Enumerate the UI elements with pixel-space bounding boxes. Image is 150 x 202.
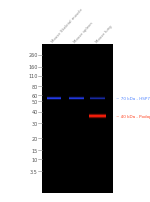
Text: 60: 60 <box>31 93 38 98</box>
Text: ~ 70 kDa - HSP70: ~ 70 kDa - HSP70 <box>116 97 150 101</box>
Text: 260: 260 <box>28 53 38 58</box>
Text: 110: 110 <box>28 74 38 79</box>
Text: 3.5: 3.5 <box>30 169 38 174</box>
Text: 40: 40 <box>31 109 38 115</box>
Bar <box>89 119 106 120</box>
Text: 80: 80 <box>31 84 38 89</box>
Text: Mouse Skeletal muscle: Mouse Skeletal muscle <box>51 8 84 43</box>
Bar <box>42 44 112 193</box>
Text: 10: 10 <box>31 157 38 162</box>
Bar <box>89 118 106 119</box>
Text: Mouse lung: Mouse lung <box>94 24 113 43</box>
Text: 15: 15 <box>31 148 38 153</box>
Bar <box>89 115 106 116</box>
Text: ~ 40 kDa - Podoplanin: ~ 40 kDa - Podoplanin <box>116 115 150 118</box>
Text: 50: 50 <box>31 99 38 104</box>
Bar <box>89 120 106 121</box>
Bar <box>89 112 106 113</box>
Bar <box>89 115 106 116</box>
Text: Mouse spleen: Mouse spleen <box>74 21 94 43</box>
Bar <box>89 116 106 117</box>
Text: 160: 160 <box>28 65 38 70</box>
Text: 30: 30 <box>31 121 38 126</box>
Bar <box>89 120 106 121</box>
Bar <box>89 116 106 117</box>
Bar <box>89 117 106 118</box>
Bar <box>89 114 106 115</box>
Bar <box>89 114 106 115</box>
Bar <box>89 118 106 119</box>
Text: 20: 20 <box>31 136 38 141</box>
Bar <box>89 113 106 114</box>
Bar <box>89 117 106 118</box>
Bar <box>89 112 106 113</box>
